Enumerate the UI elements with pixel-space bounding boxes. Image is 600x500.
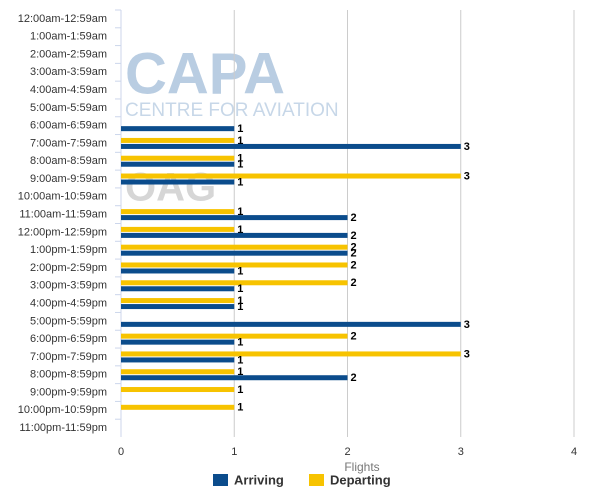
y-tick-label: 9:00am-9:59am: [30, 173, 107, 185]
y-tick-label: 2:00pm-2:59pm: [30, 262, 107, 274]
bar: [121, 143, 461, 149]
value-label: 3: [464, 170, 470, 182]
y-tick-label: 12:00am-12:59am: [18, 13, 107, 25]
x-axis-title: Flights: [344, 460, 379, 474]
bar: [121, 250, 348, 256]
y-tick-label: 10:00am-10:59am: [18, 191, 107, 203]
bar: [121, 369, 235, 375]
value-label: 1: [237, 301, 243, 313]
x-tick-label: 0: [118, 446, 124, 458]
value-label: 2: [351, 372, 357, 384]
bar: [121, 339, 235, 345]
bar: [121, 244, 348, 250]
value-label: 1: [237, 176, 243, 188]
y-tick-label: 6:00pm-6:59pm: [30, 333, 107, 345]
legend-label: Arriving: [234, 472, 284, 487]
value-label: 2: [351, 277, 357, 289]
value-label: 1: [237, 295, 243, 307]
y-tick-label: 1:00pm-1:59pm: [30, 244, 107, 256]
legend-swatch: [309, 474, 324, 486]
value-label: 1: [237, 402, 243, 414]
bar: [121, 226, 235, 232]
value-label: 3: [464, 141, 470, 153]
y-tick-label: 1:00am-1:59am: [30, 31, 107, 43]
bar: [121, 280, 348, 286]
legend-label: Departing: [330, 472, 391, 487]
value-label: 1: [237, 337, 243, 349]
y-tick-label: 11:00pm-11:59pm: [19, 422, 107, 434]
value-label: 1: [237, 159, 243, 171]
bar: [121, 286, 235, 292]
y-tick-label: 8:00pm-8:59pm: [30, 369, 107, 381]
y-tick-label: 11:00am-11:59am: [19, 209, 107, 221]
y-tick-label: 3:00pm-3:59pm: [30, 280, 107, 292]
bar: [121, 387, 235, 393]
bar: [121, 137, 235, 143]
y-tick-label: 5:00am-5:59am: [30, 102, 107, 114]
legend-swatch: [213, 474, 228, 486]
value-label: 3: [464, 319, 470, 331]
y-tick-label: 6:00am-6:59am: [30, 120, 107, 132]
bar: [121, 173, 461, 179]
bar: [121, 321, 461, 327]
y-tick-label: 9:00pm-9:59pm: [30, 386, 107, 398]
value-label: 2: [351, 230, 357, 242]
value-label: 3: [464, 348, 470, 360]
value-label: 1: [237, 283, 243, 295]
y-tick-label: 4:00am-4:59am: [30, 84, 107, 96]
bar: [121, 351, 461, 357]
value-label: 1: [237, 153, 243, 165]
y-tick-label: 12:00pm-12:59pm: [18, 226, 107, 238]
bar: [121, 375, 348, 381]
y-tick-label: 4:00pm-4:59pm: [30, 297, 107, 309]
value-label: 1: [237, 224, 243, 236]
bar: [121, 209, 235, 215]
value-label: 2: [351, 212, 357, 224]
value-label: 1: [237, 206, 243, 218]
bar: [121, 404, 235, 410]
bar: [121, 357, 235, 363]
value-label: 1: [237, 384, 243, 396]
bar: [121, 304, 235, 310]
x-tick-label: 3: [458, 446, 464, 458]
bar: [121, 232, 348, 238]
value-label: 1: [237, 265, 243, 277]
x-tick-label: 1: [231, 446, 237, 458]
value-label: 1: [237, 123, 243, 135]
y-tick-label: 3:00am-3:59am: [30, 66, 107, 78]
bar: [121, 333, 348, 339]
bar: [121, 161, 235, 167]
watermark: CENTRE FOR AVIATION: [125, 100, 339, 121]
x-tick-label: 2: [344, 446, 350, 458]
y-tick-label: 7:00pm-7:59pm: [30, 351, 107, 363]
bar: [121, 262, 348, 268]
bar: [121, 298, 235, 304]
y-tick-label: 7:00am-7:59am: [30, 137, 107, 149]
y-tick-label: 8:00am-8:59am: [30, 155, 107, 167]
bar: [121, 179, 235, 185]
bar: [121, 268, 235, 274]
bar: [121, 215, 348, 221]
value-label: 1: [237, 354, 243, 366]
value-label: 1: [237, 366, 243, 378]
x-tick-label: 4: [571, 446, 577, 458]
watermark: OAG: [125, 166, 216, 210]
bar: [121, 126, 235, 132]
value-label: 2: [351, 248, 357, 260]
y-tick-label: 10:00pm-10:59pm: [18, 404, 107, 416]
y-tick-label: 5:00pm-5:59pm: [30, 315, 107, 327]
value-label: 1: [237, 135, 243, 147]
bar: [121, 155, 235, 161]
watermark: CAPA: [125, 41, 285, 106]
value-label: 2: [351, 259, 357, 271]
value-label: 2: [351, 242, 357, 254]
y-tick-label: 2:00am-2:59am: [30, 48, 107, 60]
value-label: 2: [351, 331, 357, 343]
